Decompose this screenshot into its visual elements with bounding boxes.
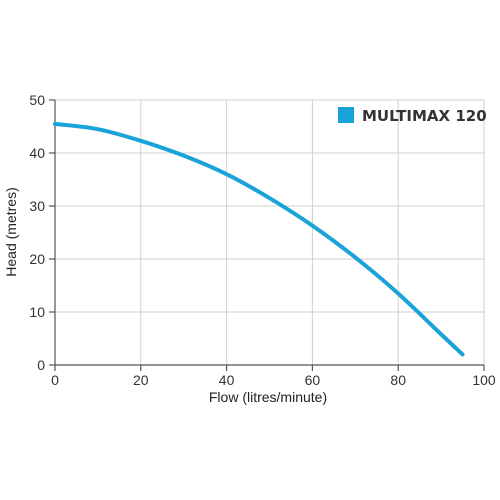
x-tick-label-80: 80 [390, 372, 406, 388]
series-layer [53, 121, 465, 357]
x-axis-label: Flow (litres/minute) [209, 389, 327, 405]
y-axis-label: Head (metres) [3, 187, 19, 276]
legend-label-multimax-120: MULTIMAX 120 [362, 107, 487, 125]
legend: MULTIMAX 120 [338, 107, 487, 125]
label-layer: Flow (litres/minute) Head (metres) [3, 187, 327, 405]
y-tick-label-20: 20 [29, 251, 45, 267]
x-tick-label-20: 20 [133, 372, 149, 388]
y-tick-label-50: 50 [29, 92, 45, 108]
y-tick-label-30: 30 [29, 198, 45, 214]
y-tick-label-0: 0 [37, 357, 45, 373]
axis-layer: 0 20 40 60 80 100 0 10 20 30 40 50 [29, 92, 495, 388]
y-tick-label-10: 10 [29, 304, 45, 320]
legend-swatch-multimax-120 [338, 107, 354, 123]
series-line-0 [53, 121, 465, 357]
grid-layer [55, 99, 485, 365]
x-tick-label-60: 60 [305, 372, 321, 388]
y-tick-label-40: 40 [29, 145, 45, 161]
x-tick-label-100: 100 [472, 372, 496, 388]
x-tick-label-40: 40 [219, 372, 235, 388]
x-tick-label-0: 0 [51, 372, 59, 388]
